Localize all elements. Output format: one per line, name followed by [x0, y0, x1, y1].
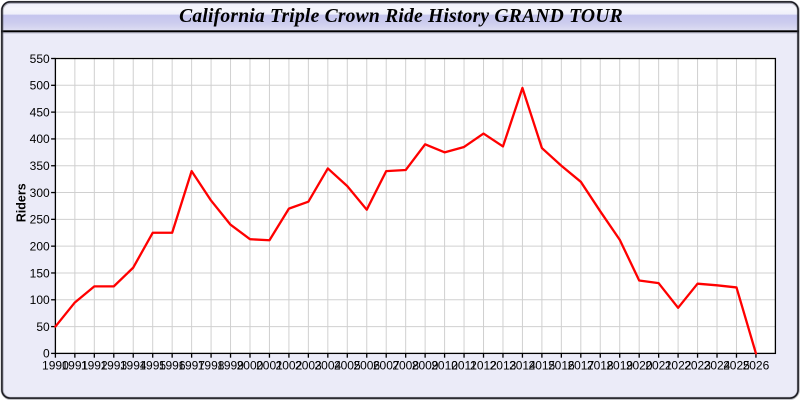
svg-text:1991: 1991 [62, 359, 89, 373]
svg-text:1995: 1995 [139, 359, 166, 373]
svg-text:1993: 1993 [100, 359, 127, 373]
svg-text:2011: 2011 [451, 359, 477, 373]
svg-text:200: 200 [30, 239, 50, 253]
svg-text:Riders: Riders [14, 183, 28, 222]
svg-text:2018: 2018 [587, 359, 614, 373]
svg-text:450: 450 [30, 105, 50, 119]
svg-text:2017: 2017 [567, 359, 594, 373]
svg-text:350: 350 [30, 159, 50, 173]
svg-text:2026: 2026 [743, 359, 770, 373]
svg-text:2022: 2022 [665, 359, 692, 373]
svg-text:100: 100 [30, 293, 50, 307]
svg-text:2016: 2016 [548, 359, 575, 373]
svg-text:0: 0 [43, 347, 50, 361]
svg-text:400: 400 [30, 132, 50, 146]
svg-text:2013: 2013 [490, 359, 517, 373]
svg-text:2002: 2002 [276, 359, 303, 373]
svg-text:150: 150 [30, 266, 50, 280]
svg-text:2024: 2024 [704, 359, 731, 373]
svg-text:2007: 2007 [373, 359, 400, 373]
svg-text:1992: 1992 [81, 359, 108, 373]
svg-text:1994: 1994 [120, 359, 147, 373]
svg-text:2003: 2003 [295, 359, 322, 373]
svg-text:2025: 2025 [723, 359, 750, 373]
svg-text:1998: 1998 [198, 359, 225, 373]
svg-text:2006: 2006 [353, 359, 380, 373]
svg-text:2020: 2020 [626, 359, 653, 373]
svg-text:2004: 2004 [314, 359, 341, 373]
svg-text:2009: 2009 [412, 359, 439, 373]
svg-text:2012: 2012 [470, 359, 497, 373]
svg-text:1996: 1996 [159, 359, 186, 373]
svg-text:2000: 2000 [237, 359, 264, 373]
svg-text:1990: 1990 [42, 359, 69, 373]
svg-text:550: 550 [30, 52, 50, 66]
svg-text:2005: 2005 [334, 359, 361, 373]
svg-text:2019: 2019 [606, 359, 633, 373]
svg-text:2015: 2015 [529, 359, 556, 373]
svg-text:1999: 1999 [217, 359, 244, 373]
svg-text:2014: 2014 [509, 359, 536, 373]
svg-text:2010: 2010 [431, 359, 458, 373]
svg-text:500: 500 [30, 79, 50, 93]
svg-text:300: 300 [30, 186, 50, 200]
svg-text:250: 250 [30, 213, 50, 227]
svg-text:California Triple Crown Ride H: California Triple Crown Ride History GRA… [179, 6, 623, 27]
svg-text:50: 50 [36, 320, 50, 334]
svg-text:2008: 2008 [392, 359, 419, 373]
svg-text:2001: 2001 [256, 359, 283, 373]
svg-text:2021: 2021 [645, 359, 672, 373]
svg-text:2023: 2023 [684, 359, 711, 373]
svg-text:1997: 1997 [178, 359, 205, 373]
